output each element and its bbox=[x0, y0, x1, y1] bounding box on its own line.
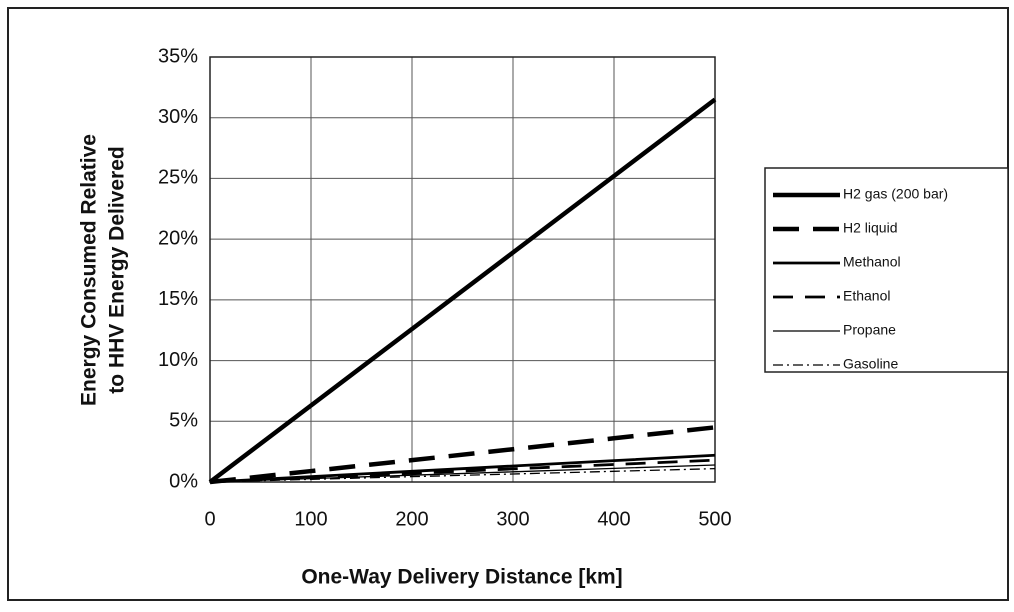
legend-label: Gasoline bbox=[843, 356, 898, 372]
y-axis-label: to HHV Energy Delivered bbox=[106, 146, 129, 393]
plot-border bbox=[209, 56, 716, 483]
y-tick-label: 25% bbox=[158, 167, 198, 189]
legend-label: Propane bbox=[843, 322, 896, 338]
series-line bbox=[209, 453, 716, 484]
y-tick-label: 15% bbox=[158, 288, 198, 310]
legend-label: Ethanol bbox=[843, 288, 890, 304]
legend-label: H2 gas (200 bar) bbox=[843, 186, 948, 202]
series-line bbox=[208, 97, 717, 484]
legend-label: Methanol bbox=[843, 254, 901, 270]
x-tick-label: 100 bbox=[294, 508, 327, 530]
series-line bbox=[209, 458, 716, 484]
legend-box bbox=[764, 167, 1009, 373]
series-line bbox=[209, 425, 716, 485]
x-axis-label: One-Way Delivery Distance [km] bbox=[301, 566, 622, 589]
x-tick-label: 300 bbox=[496, 508, 529, 530]
y-tick-label: 10% bbox=[158, 349, 198, 371]
y-axis-label: Energy Consumed Relative bbox=[78, 134, 101, 406]
y-tick-label: 35% bbox=[158, 45, 198, 67]
y-tick-label: 20% bbox=[158, 227, 198, 249]
x-tick-label: 500 bbox=[698, 508, 731, 530]
y-tick-label: 30% bbox=[158, 106, 198, 128]
y-tick-label: 0% bbox=[169, 470, 198, 492]
legend-label: H2 liquid bbox=[843, 220, 897, 236]
y-tick-label: 5% bbox=[169, 410, 198, 432]
x-tick-label: 0 bbox=[204, 508, 215, 530]
x-tick-label: 200 bbox=[395, 508, 428, 530]
x-tick-label: 400 bbox=[597, 508, 630, 530]
series-line bbox=[209, 467, 716, 483]
